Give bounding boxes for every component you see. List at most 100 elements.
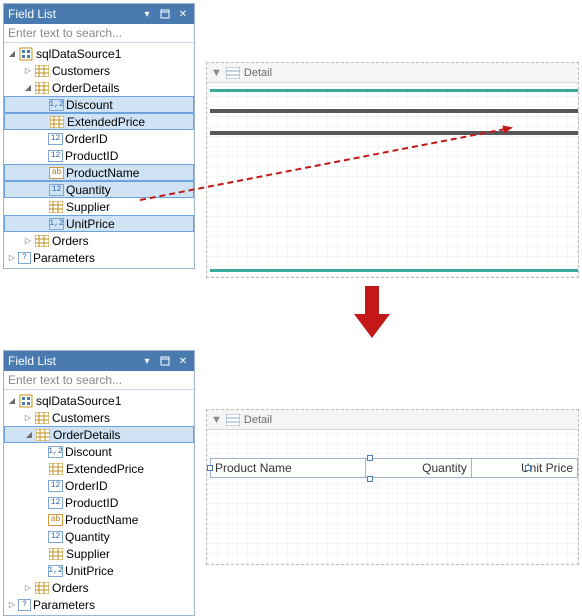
decimal-icon: 1,2: [48, 446, 63, 458]
table-icon: [48, 199, 64, 215]
detail-band-area[interactable]: [207, 83, 578, 297]
table-icon: [48, 461, 64, 477]
node-label: ProductID: [65, 496, 118, 510]
decimal-icon: 1,2: [48, 565, 63, 577]
existing-line-control[interactable]: [210, 131, 578, 135]
table-icon: [34, 410, 50, 426]
close-icon[interactable]: ✕: [176, 7, 190, 21]
detail-band-header[interactable]: ▼ Detail: [207, 410, 578, 430]
datasource-icon: [18, 393, 34, 409]
datasource-node[interactable]: ◢ sqlDataSource1: [4, 45, 194, 62]
node-label: OrderDetails: [52, 81, 119, 95]
resize-grip[interactable]: [367, 476, 373, 482]
string-icon: ab: [48, 514, 63, 526]
detail-band-header[interactable]: ▼ Detail: [207, 63, 578, 83]
expand-icon[interactable]: ▷: [22, 235, 34, 247]
dropped-table-row[interactable]: Product Name Quantity Unit Price: [210, 458, 578, 478]
table-node-customers[interactable]: ▷ Customers: [4, 409, 194, 426]
decimal-icon: 1,2: [49, 218, 64, 230]
collapse-glyph-icon[interactable]: ▼: [211, 414, 222, 426]
field-node-discount[interactable]: 1,2 Discount: [4, 96, 194, 113]
node-label: Quantity: [65, 530, 110, 544]
node-label: Supplier: [66, 547, 110, 561]
field-node-orderid[interactable]: 12 OrderID: [4, 477, 194, 494]
field-node-unitprice[interactable]: 1,2 UnitPrice: [4, 215, 194, 232]
datasource-node[interactable]: ◢ sqlDataSource1: [4, 392, 194, 409]
table-node-customers[interactable]: ▷ Customers: [4, 62, 194, 79]
field-node-productid[interactable]: 12 ProductID: [4, 494, 194, 511]
string-icon: ab: [49, 167, 64, 179]
node-label: Customers: [52, 411, 110, 425]
node-label: Parameters: [33, 251, 95, 265]
node-label: Quantity: [66, 183, 111, 197]
dropdown-icon[interactable]: ▾: [140, 354, 154, 368]
collapse-icon[interactable]: ◢: [6, 48, 18, 60]
field-node-productid[interactable]: 12 ProductID: [4, 147, 194, 164]
int-icon: 12: [48, 150, 63, 162]
field-node-supplier[interactable]: Supplier: [4, 545, 194, 562]
field-node-extendedprice[interactable]: ExtendedPrice: [4, 460, 194, 477]
node-label: Supplier: [66, 200, 110, 214]
expand-icon[interactable]: ▷: [6, 599, 18, 611]
resize-grip[interactable]: [367, 455, 373, 461]
table-icon: [34, 580, 50, 596]
parameters-node[interactable]: ▷ ? Parameters: [4, 249, 194, 266]
design-surface-top[interactable]: ▼ Detail: [206, 62, 579, 278]
field-list-panel-bottom: Field List ▾ ✕ Enter text to search... ◢…: [3, 350, 195, 616]
collapse-icon[interactable]: ◢: [22, 82, 34, 94]
node-label: OrderDetails: [53, 428, 120, 442]
table-node-orders[interactable]: ▷ Orders: [4, 579, 194, 596]
field-node-quantity[interactable]: 12 Quantity: [4, 528, 194, 545]
node-label: ExtendedPrice: [67, 115, 145, 129]
param-icon: ?: [18, 252, 31, 264]
expand-icon[interactable]: ▷: [22, 65, 34, 77]
dropdown-icon[interactable]: ▾: [140, 7, 154, 21]
cell-quantity[interactable]: Quantity: [366, 459, 472, 477]
resize-grip[interactable]: [525, 465, 531, 471]
node-label: Customers: [52, 64, 110, 78]
expand-icon[interactable]: ▷: [22, 412, 34, 424]
table-node-orders[interactable]: ▷ Orders: [4, 232, 194, 249]
expand-icon[interactable]: ▷: [6, 252, 18, 264]
band-label: Detail: [244, 67, 272, 79]
field-node-extendedprice[interactable]: ExtendedPrice: [4, 113, 194, 130]
cell-productname[interactable]: Product Name: [211, 459, 366, 477]
collapse-glyph-icon[interactable]: ▼: [211, 67, 222, 79]
field-node-orderid[interactable]: 12 OrderID: [4, 130, 194, 147]
search-input[interactable]: Enter text to search...: [4, 24, 194, 43]
node-label: ProductName: [66, 166, 139, 180]
window-icon[interactable]: [158, 7, 172, 21]
collapse-icon[interactable]: ◢: [6, 395, 18, 407]
node-label: UnitPrice: [66, 217, 115, 231]
field-node-supplier[interactable]: Supplier: [4, 198, 194, 215]
field-node-unitprice[interactable]: 1,2 UnitPrice: [4, 562, 194, 579]
resize-grip[interactable]: [207, 465, 213, 471]
table-icon: [35, 427, 51, 443]
field-node-discount[interactable]: 1,2 Discount: [4, 443, 194, 460]
parameters-node[interactable]: ▷ ? Parameters: [4, 596, 194, 613]
detail-band-area[interactable]: Product Name Quantity Unit Price: [207, 430, 578, 584]
table-node-orderdetails[interactable]: ◢ OrderDetails: [4, 79, 194, 96]
field-node-productname[interactable]: ab ProductName: [4, 164, 194, 181]
search-input[interactable]: Enter text to search...: [4, 371, 194, 390]
window-icon[interactable]: [158, 354, 172, 368]
int-icon: 12: [48, 133, 63, 145]
field-node-productname[interactable]: ab ProductName: [4, 511, 194, 528]
teal-guide-line: [210, 89, 578, 92]
design-surface-bottom[interactable]: ▼ Detail Product Name Quantity Unit Pric…: [206, 409, 579, 565]
int-icon: 12: [48, 480, 63, 492]
int-icon: 12: [48, 531, 63, 543]
table-icon: [34, 233, 50, 249]
node-label: Orders: [52, 581, 89, 595]
expand-icon[interactable]: ▷: [22, 582, 34, 594]
field-tree: ◢ sqlDataSource1 ▷ Customers ◢ OrderDeta…: [4, 43, 194, 268]
close-icon[interactable]: ✕: [176, 354, 190, 368]
table-node-orderdetails[interactable]: ◢ OrderDetails: [4, 426, 194, 443]
existing-line-control[interactable]: [210, 109, 578, 113]
band-label: Detail: [244, 414, 272, 426]
int-icon: 12: [49, 184, 64, 196]
node-label: Discount: [66, 98, 113, 112]
datasource-icon: [18, 46, 34, 62]
collapse-icon[interactable]: ◢: [23, 429, 35, 441]
node-label: Discount: [65, 445, 112, 459]
